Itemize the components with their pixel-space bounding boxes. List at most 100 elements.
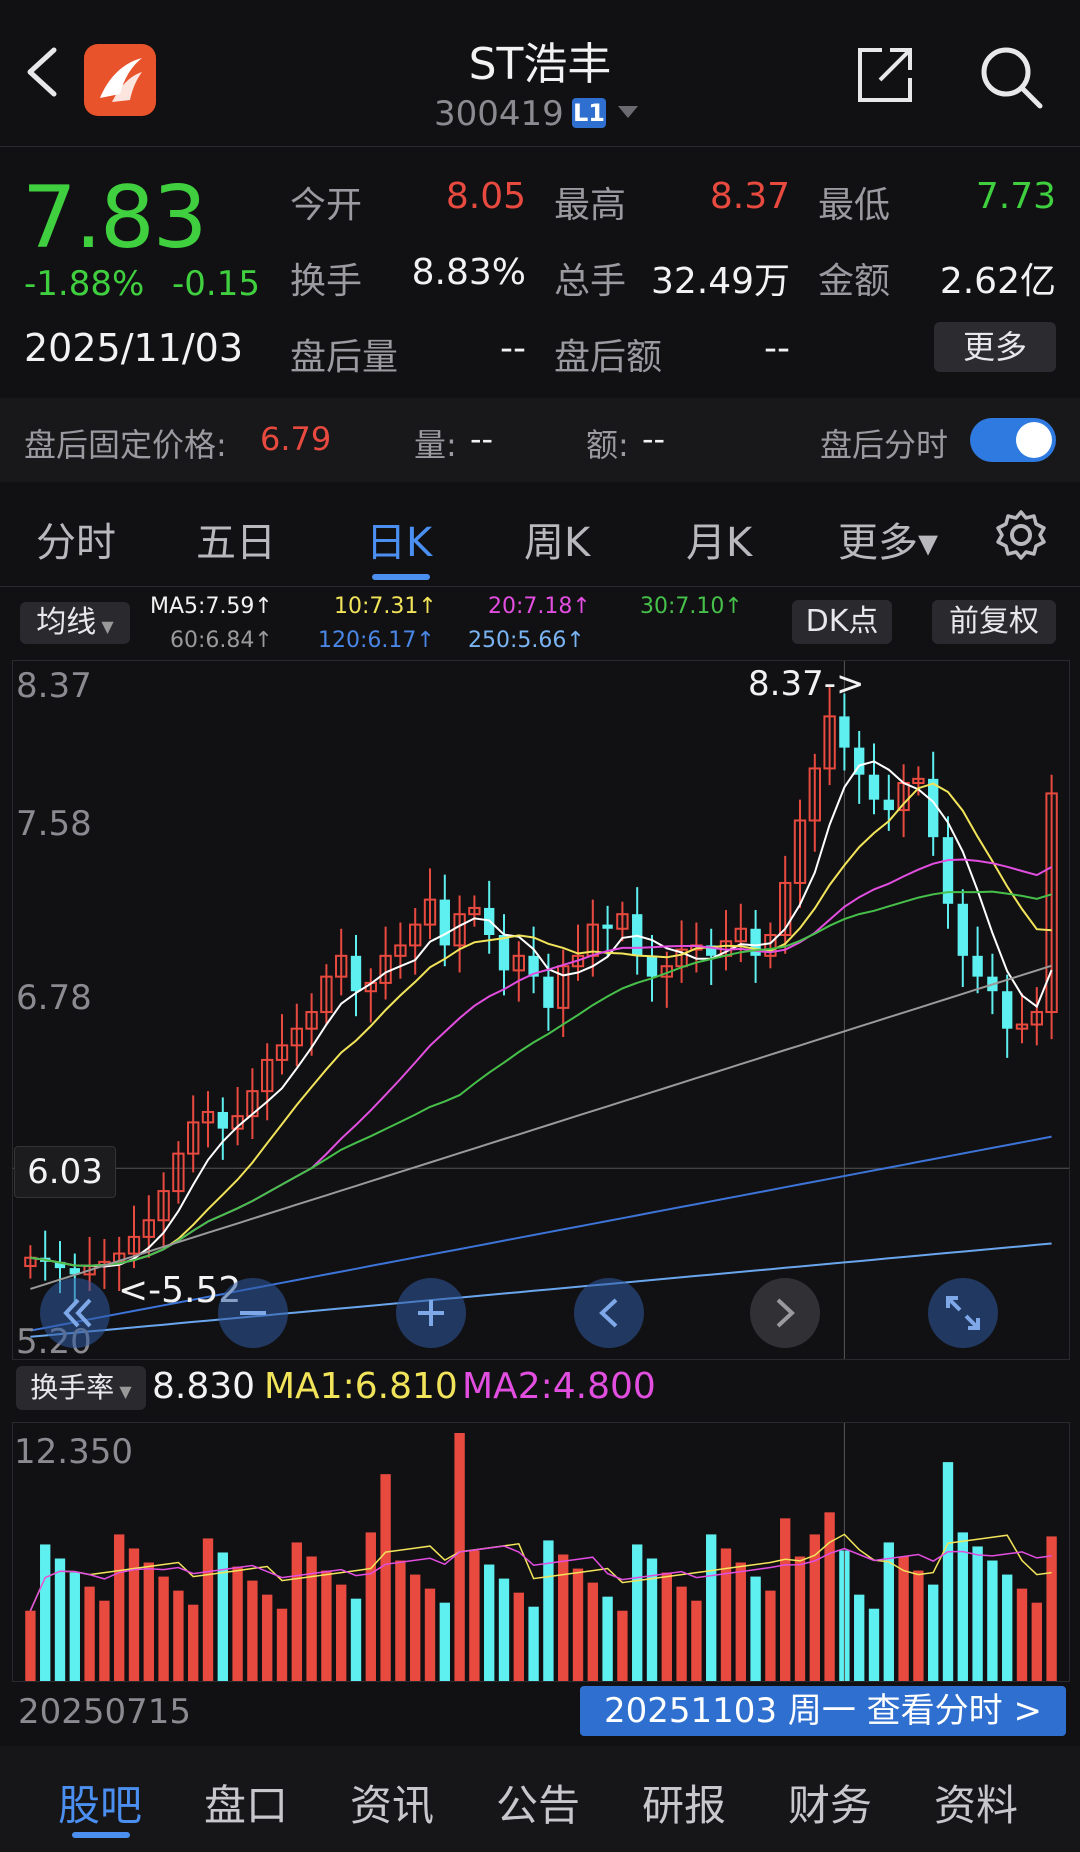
open-label: 今开 <box>290 185 363 226</box>
fullscreen-button[interactable] <box>928 1278 998 1348</box>
volume-bar <box>25 1610 36 1681</box>
volume-label: 总手 <box>554 261 627 302</box>
volume-bar <box>336 1584 347 1681</box>
ma-line-120 <box>30 1135 1052 1332</box>
candle-body <box>157 1190 170 1222</box>
level-badge[interactable]: L1 <box>572 98 606 128</box>
header: ST浩丰 300419 L1 <box>0 0 1080 146</box>
more-button[interactable]: 更多 <box>934 322 1056 372</box>
bottom-nav <box>0 1746 1080 1852</box>
nav-profile[interactable]: 资料 <box>934 1781 1019 1830</box>
view-timeshare-link[interactable]: 20251103 周一 查看分时 > <box>580 1686 1066 1736</box>
candle-body <box>320 975 333 1014</box>
volume-bar <box>528 1606 539 1681</box>
candle-body <box>779 881 792 937</box>
candle-body <box>261 1058 274 1093</box>
volume-svg <box>25 1423 1057 1681</box>
volume-bar <box>232 1566 243 1681</box>
volume-bar <box>676 1586 687 1681</box>
candle-body <box>1002 991 1013 1029</box>
step-back-button[interactable] <box>574 1278 644 1348</box>
volume-bar <box>247 1580 258 1681</box>
candle-body <box>957 903 968 956</box>
ma-selector[interactable]: 均线 ▼ <box>20 602 130 644</box>
dropdown-caret-icon[interactable] <box>616 104 640 120</box>
volume-bar <box>587 1582 598 1681</box>
candle-body <box>1045 792 1058 1014</box>
ah-amount-label: 盘后额 <box>554 337 663 378</box>
tab-weekly-k[interactable]: 周K <box>524 520 591 566</box>
volume-bar <box>143 1562 154 1681</box>
ma120-value: 120:6.17↑ <box>318 628 435 653</box>
tab-more[interactable]: 更多▾ <box>838 520 939 566</box>
volume-bar <box>824 1512 835 1681</box>
volume-bar <box>321 1570 332 1681</box>
volume-bar <box>262 1594 273 1681</box>
start-date-label: 20250715 <box>18 1692 192 1732</box>
ma-line-250 <box>30 1242 1052 1338</box>
volume-bar <box>898 1556 909 1681</box>
volume-bar <box>188 1604 199 1681</box>
candle-body <box>217 1111 228 1129</box>
candle-body <box>528 955 539 977</box>
fast-back-button[interactable] <box>40 1278 110 1348</box>
high-value: 8.37 <box>709 176 790 217</box>
volume-indicator-selector[interactable]: 换手率 ▼ <box>16 1366 146 1410</box>
candle-body <box>928 778 939 838</box>
settings-gear-icon[interactable] <box>994 508 1048 562</box>
candle-body <box>54 1261 66 1269</box>
zoom-in-button[interactable] <box>396 1278 466 1348</box>
back-icon[interactable] <box>22 44 62 100</box>
ma-line-20 <box>30 858 1053 1267</box>
volume-bar <box>706 1534 717 1681</box>
ah-timeshare-toggle[interactable] <box>970 418 1056 462</box>
amount-value: 2.62亿 <box>939 261 1056 302</box>
volume-bar <box>84 1586 95 1681</box>
nav-research[interactable]: 研报 <box>642 1781 727 1830</box>
zoom-out-button[interactable] <box>218 1278 288 1348</box>
volume-bar <box>765 1590 776 1681</box>
volume-bar <box>972 1546 983 1681</box>
candle-body <box>808 767 821 822</box>
volume-bar <box>217 1552 228 1681</box>
ma60-value: 60:6.84↑ <box>170 628 273 653</box>
nav-order-book[interactable]: 盘口 <box>204 1781 289 1830</box>
ah-amt-value: -- <box>642 420 666 458</box>
dk-point-button[interactable]: DK点 <box>792 600 892 644</box>
volume-bar <box>99 1600 110 1681</box>
ah-amt-label: 额: <box>586 426 629 464</box>
volume-chart[interactable] <box>12 1422 1070 1682</box>
volume-bar <box>410 1574 421 1681</box>
share-icon[interactable] <box>854 44 916 106</box>
search-icon[interactable] <box>978 44 1044 110</box>
tab-monthly-k[interactable]: 月K <box>686 520 753 566</box>
adjust-button[interactable]: 前复权 <box>932 600 1056 644</box>
tab-daily-k[interactable]: 日K <box>366 520 433 566</box>
tab-timeshare[interactable]: 分时 <box>36 520 116 566</box>
expand-icon <box>946 1296 980 1330</box>
nav-financials[interactable]: 财务 <box>788 1781 873 1830</box>
candle-body <box>113 1252 126 1263</box>
nav-announcements[interactable]: 公告 <box>496 1781 581 1830</box>
candle-body <box>246 1090 259 1118</box>
candle-body <box>942 837 954 904</box>
candle-body <box>350 955 362 992</box>
active-tab-indicator <box>372 574 430 580</box>
nav-forum[interactable]: 股吧 <box>58 1781 143 1830</box>
step-forward-button[interactable] <box>750 1278 820 1348</box>
volume-bar <box>646 1558 658 1681</box>
candlestick-chart[interactable] <box>12 660 1070 1360</box>
tab-five-day[interactable]: 五日 <box>196 520 276 566</box>
current-price: 7.83 <box>22 168 207 268</box>
candle-body <box>734 927 747 943</box>
volume-bar <box>484 1564 495 1681</box>
nav-news[interactable]: 资讯 <box>350 1781 435 1830</box>
minus-icon <box>240 1311 266 1315</box>
volume-bar <box>128 1548 140 1681</box>
volume-bar <box>54 1558 66 1681</box>
volume-bar <box>632 1544 643 1681</box>
candle-body <box>764 934 777 957</box>
candle-body <box>868 774 880 800</box>
candle-body <box>706 945 717 956</box>
volume-bar <box>883 1542 894 1681</box>
